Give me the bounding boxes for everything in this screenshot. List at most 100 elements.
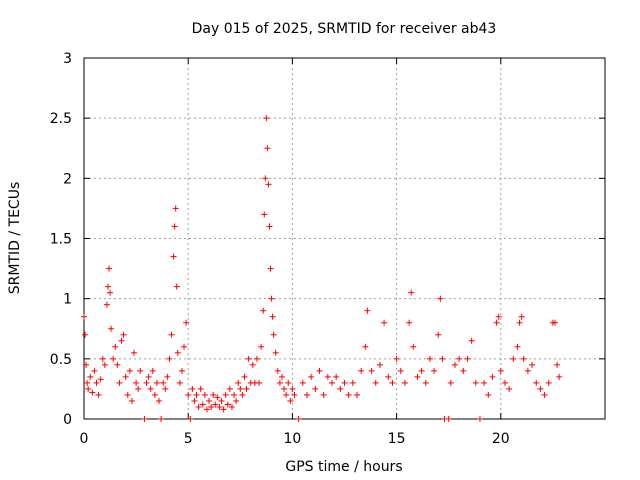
- data-point: [264, 145, 271, 152]
- data-point: [401, 379, 408, 386]
- data-point: [210, 391, 217, 398]
- data-point: [368, 367, 375, 374]
- data-point: [203, 406, 210, 413]
- data-point: [533, 379, 540, 386]
- data-point: [406, 319, 413, 326]
- data-point: [101, 361, 108, 368]
- data-point: [362, 343, 369, 350]
- data-point: [84, 379, 91, 386]
- data-point: [278, 373, 285, 380]
- data-point: [82, 331, 89, 338]
- data-point: [537, 385, 544, 392]
- data-point: [164, 373, 171, 380]
- x-axis-label: GPS time / hours: [285, 459, 402, 475]
- data-point: [191, 397, 198, 404]
- data-point: [269, 313, 276, 320]
- data-point: [270, 331, 277, 338]
- data-point: [93, 379, 100, 386]
- data-point: [258, 343, 265, 350]
- data-point: [241, 373, 248, 380]
- data-point: [145, 373, 152, 380]
- data-point: [147, 385, 154, 392]
- data-point: [243, 385, 250, 392]
- data-point: [233, 397, 240, 404]
- data-point: [239, 391, 246, 398]
- data-point: [114, 361, 121, 368]
- data-point: [518, 313, 525, 320]
- data-point: [472, 379, 479, 386]
- data-point: [199, 401, 206, 408]
- tick-layer: 0 5 10 15 20 0 0.5 1 1.5 2 2.5 3: [50, 51, 605, 447]
- data-point: [337, 385, 344, 392]
- data-point: [260, 307, 267, 314]
- data-point: [160, 379, 167, 386]
- x-tick-label: 5: [184, 431, 193, 447]
- data-point: [224, 401, 231, 408]
- data-point: [85, 385, 92, 392]
- data-point: [283, 391, 290, 398]
- y-tick-label: 1.5: [50, 232, 72, 248]
- data-point: [524, 367, 531, 374]
- data-point: [408, 289, 415, 296]
- data-point: [262, 175, 269, 182]
- data-point: [106, 265, 113, 272]
- data-point: [153, 379, 160, 386]
- data-point: [133, 379, 140, 386]
- y-axis-label: SRMTID / TECUs: [7, 182, 23, 295]
- data-point: [410, 343, 417, 350]
- data-point: [185, 391, 192, 398]
- data-point: [414, 373, 421, 380]
- data-point: [220, 406, 227, 413]
- data-point: [108, 325, 115, 332]
- data-point: [195, 403, 202, 410]
- data-point: [256, 379, 263, 386]
- data-point: [212, 401, 219, 408]
- data-point: [128, 397, 135, 404]
- data-point: [208, 403, 215, 410]
- data-point: [464, 355, 471, 362]
- data-point: [261, 211, 268, 218]
- data-point: [389, 379, 396, 386]
- data-point: [447, 379, 454, 386]
- data-point: [249, 361, 256, 368]
- data-point: [497, 367, 504, 374]
- data-point: [541, 391, 548, 398]
- data-point: [489, 373, 496, 380]
- data-point: [174, 349, 181, 356]
- data-point: [358, 367, 365, 374]
- data-point: [228, 403, 235, 410]
- data-point: [168, 331, 175, 338]
- data-point: [341, 379, 348, 386]
- y-tick-label: 0: [63, 412, 72, 428]
- data-point: [481, 379, 488, 386]
- data-point: [295, 416, 302, 422]
- y-tick-label: 0.5: [50, 352, 72, 368]
- data-point: [349, 379, 356, 386]
- data-point: [103, 301, 110, 308]
- data-point: [385, 373, 392, 380]
- points-layer: [81, 115, 563, 422]
- data-point: [493, 319, 500, 326]
- data-point: [274, 367, 281, 374]
- data-point: [89, 389, 96, 396]
- data-point: [178, 367, 185, 374]
- data-point: [197, 385, 204, 392]
- data-point: [214, 394, 221, 401]
- data-point: [118, 337, 125, 344]
- data-point: [456, 355, 463, 362]
- x-tick-label: 15: [388, 431, 406, 447]
- data-point: [201, 391, 208, 398]
- data-point: [372, 379, 379, 386]
- data-point: [345, 391, 352, 398]
- data-point: [551, 319, 558, 326]
- data-point: [107, 289, 114, 296]
- data-point: [333, 373, 340, 380]
- data-point: [253, 355, 260, 362]
- data-point: [437, 295, 444, 302]
- data-point: [172, 205, 179, 212]
- data-point: [104, 283, 111, 290]
- data-point: [268, 295, 275, 302]
- data-point: [222, 391, 229, 398]
- data-point: [112, 343, 119, 350]
- data-point: [281, 385, 288, 392]
